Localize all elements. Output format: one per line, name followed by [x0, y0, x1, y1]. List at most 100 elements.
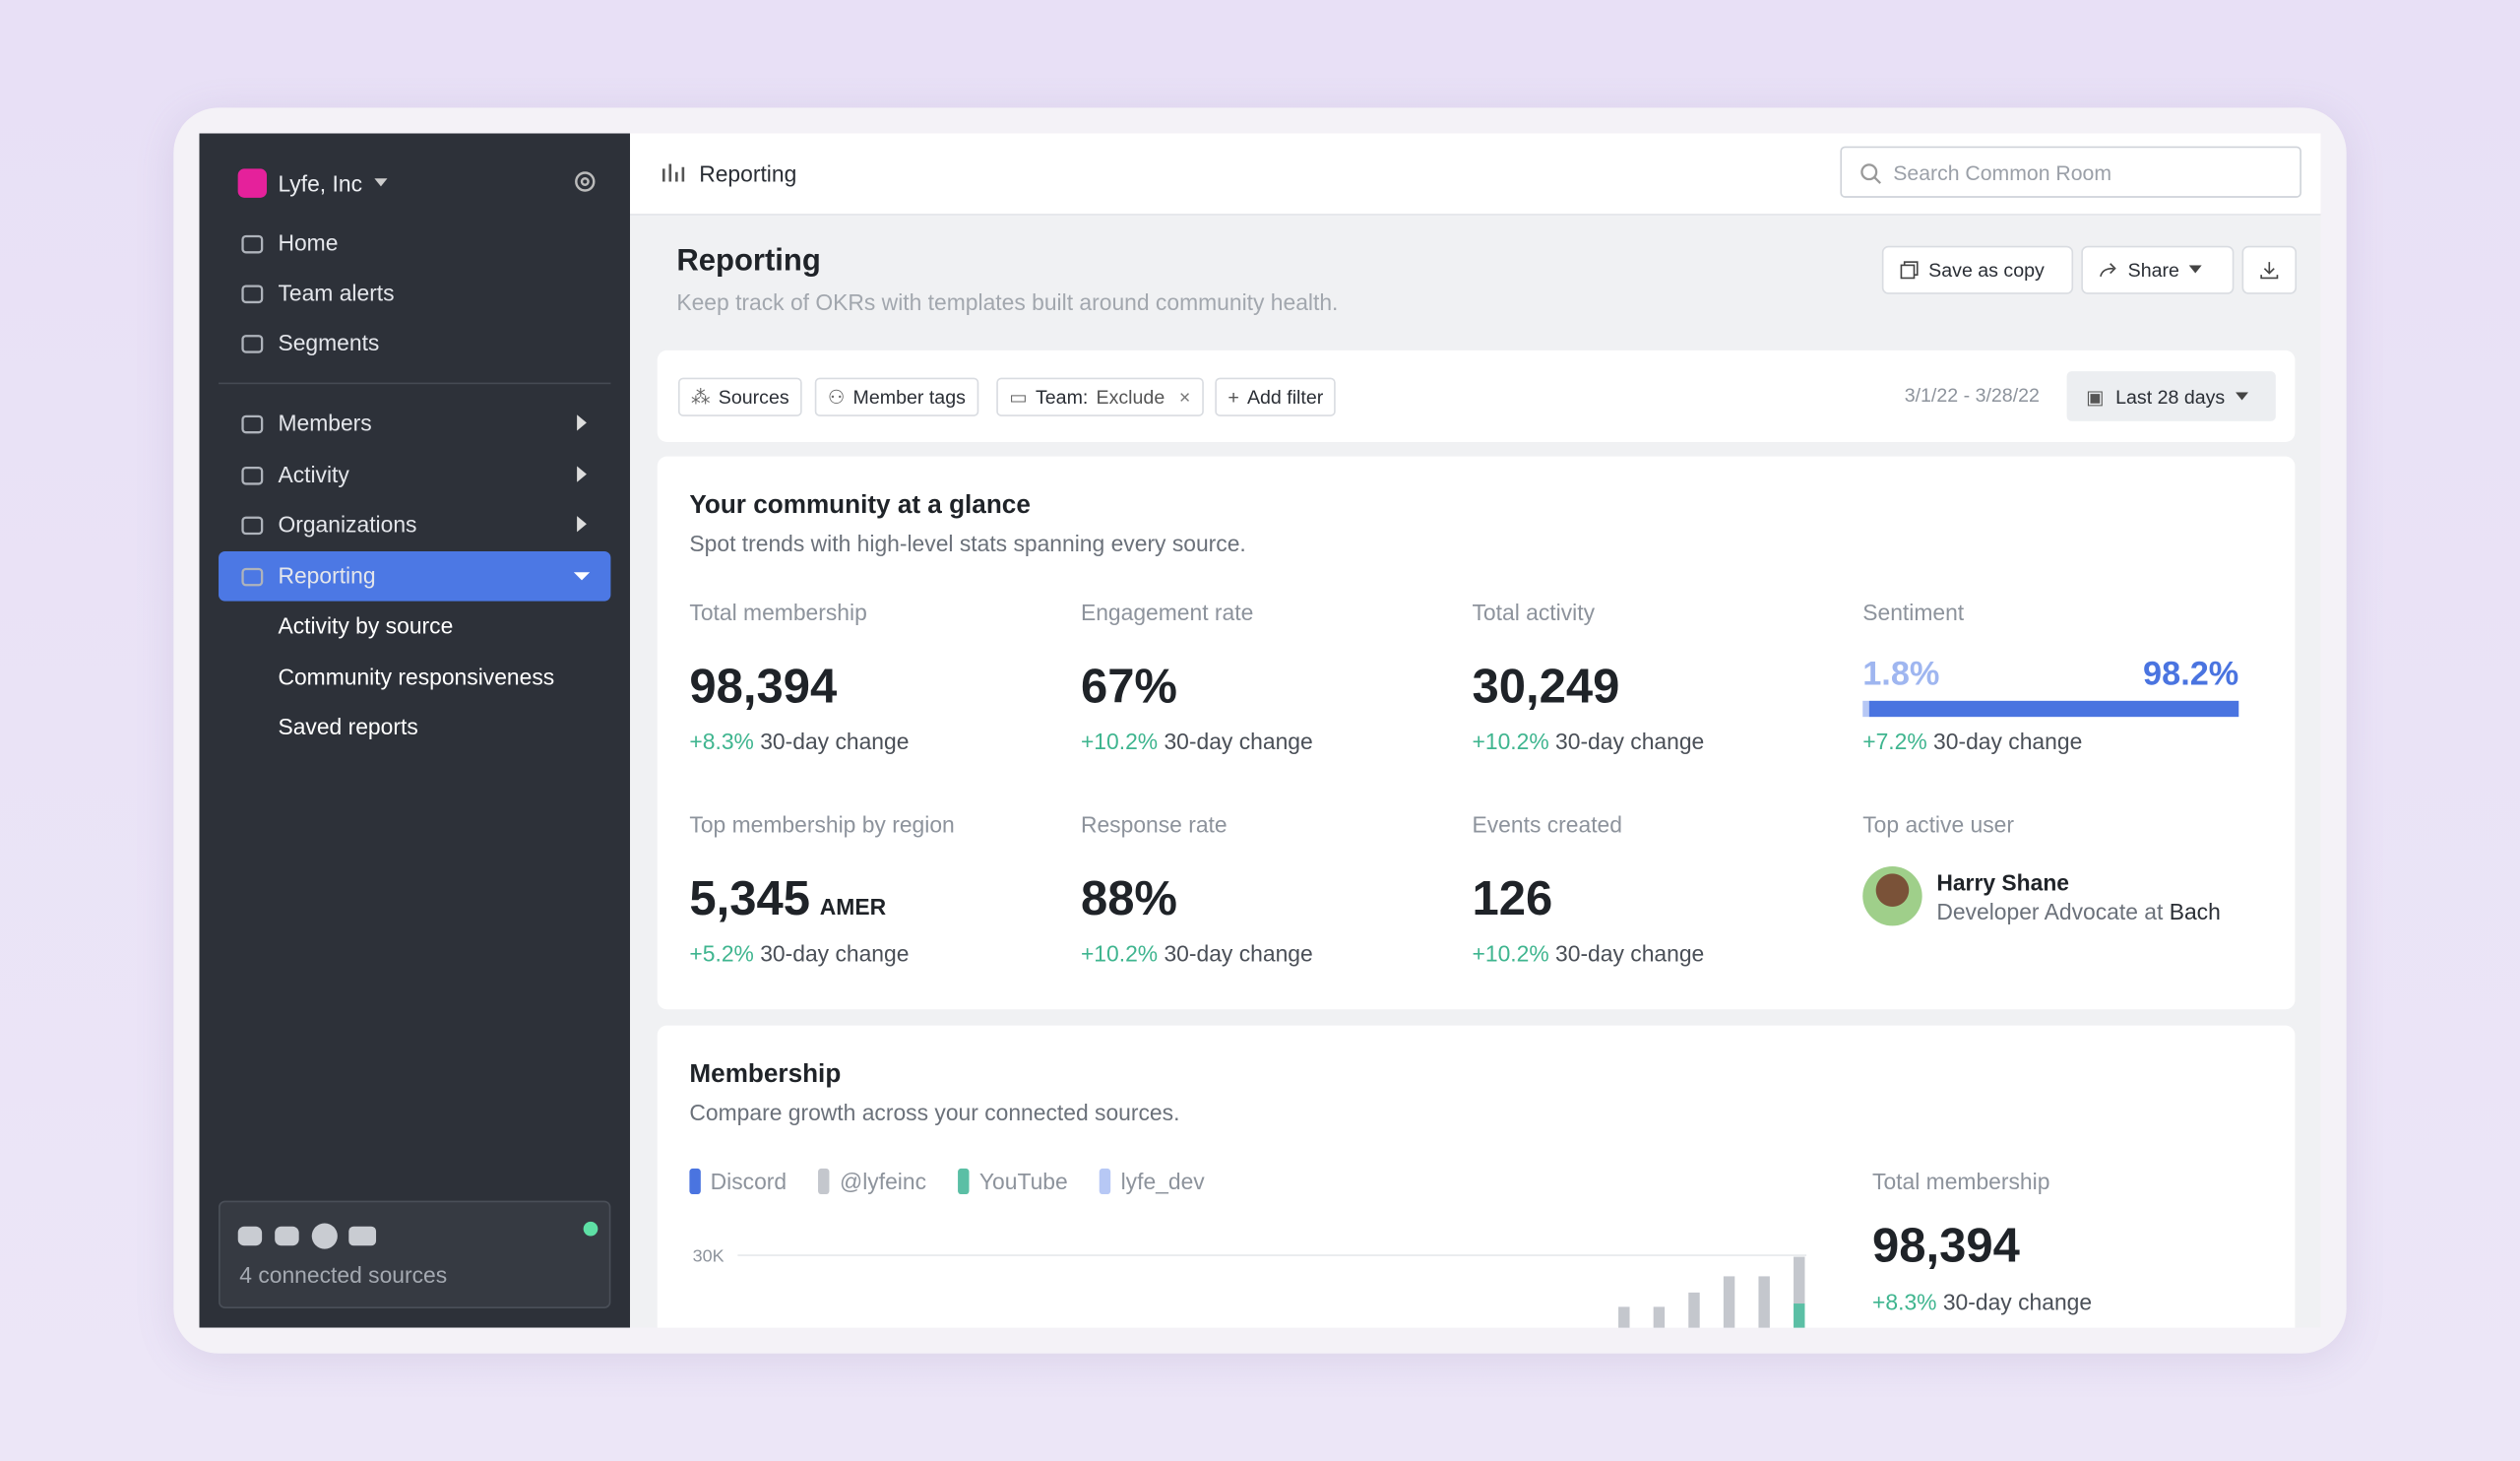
- legend-item[interactable]: Discord: [689, 1168, 787, 1195]
- download-icon: [2260, 262, 2279, 280]
- nav-icon: [241, 234, 264, 254]
- period-select[interactable]: ▣ Last 28 days: [2066, 371, 2276, 421]
- change-value: +8.3%: [689, 728, 754, 754]
- topbar: Reporting Search Common Room: [629, 133, 2321, 216]
- filter-chip[interactable]: ⁂ Sources: [677, 377, 802, 416]
- nav-item[interactable]: Team alerts: [278, 280, 395, 306]
- sources-count[interactable]: 4 connected sources: [239, 1261, 448, 1288]
- change-value: +10.2%: [1472, 728, 1549, 754]
- org-logo: [237, 168, 268, 198]
- chip-label: Member tags: [852, 385, 966, 409]
- card-title: Membership: [689, 1060, 842, 1089]
- stat-change: +5.2% 30-day change: [689, 940, 909, 966]
- stat-change: +7.2% 30-day change: [1862, 729, 2082, 754]
- caret: [2236, 391, 2249, 400]
- user-role: Developer Advocate at Bach: [1936, 899, 2220, 924]
- subnav-item[interactable]: Community responsiveness: [278, 663, 555, 689]
- stat-label: Total activity: [1472, 599, 1595, 626]
- team-filter[interactable]: ▭ Team: Exclude ×: [996, 377, 1204, 416]
- nav-item[interactable]: Organizations: [278, 511, 417, 538]
- chip-label: Team:: [1035, 385, 1089, 409]
- value: 30,249: [1472, 661, 1620, 714]
- bar: [1723, 1276, 1735, 1328]
- settings-icon[interactable]: [572, 168, 598, 194]
- expand-arrow: [577, 414, 587, 431]
- stat-value: 98,394: [689, 661, 837, 716]
- stat-value: 67%: [1081, 661, 1177, 716]
- stat-value: 5,345 AMER: [689, 873, 886, 928]
- nav-icon: [241, 566, 264, 586]
- stat-change: +10.2% 30-day change: [1473, 940, 1705, 966]
- nav-item[interactable]: Segments: [278, 329, 380, 355]
- company: Bach: [2169, 898, 2221, 924]
- breadcrumb: Reporting: [699, 160, 797, 187]
- bar: [1758, 1276, 1770, 1328]
- nav-item[interactable]: Activity: [278, 460, 349, 486]
- source-icons: [237, 1223, 377, 1249]
- reporting-icon: [662, 163, 685, 182]
- stat-value: 30,249: [1473, 661, 1620, 716]
- status-dot: [583, 1221, 598, 1237]
- sentiment-negative: 1.8%: [1862, 656, 1940, 693]
- nav-icon: [241, 466, 264, 484]
- legend-item[interactable]: lyfe_dev: [1100, 1168, 1205, 1195]
- role: Developer Advocate at: [1936, 898, 2164, 924]
- chip-value: Exclude: [1096, 385, 1166, 409]
- value: 67%: [1080, 661, 1177, 714]
- stat-value: 98,394: [1872, 1220, 2020, 1274]
- bar: [1794, 1256, 1805, 1304]
- legend-item[interactable]: YouTube: [958, 1168, 1068, 1195]
- stat-value: 126: [1473, 873, 1553, 928]
- legend-label: @lyfeinc: [840, 1168, 927, 1195]
- user-name[interactable]: Harry Shane: [1936, 869, 2070, 896]
- stat-label: Response rate: [1080, 811, 1228, 838]
- change-value: +5.2%: [689, 940, 754, 967]
- add-filter[interactable]: + Add filter: [1215, 377, 1337, 416]
- nav-icon: [241, 335, 264, 353]
- change-note: 30-day change: [1933, 728, 2083, 754]
- download-button[interactable]: [2241, 245, 2298, 294]
- filter-chip[interactable]: ⚇ Member tags: [814, 377, 978, 416]
- filter-bar: ⁂ Sources ⚇ Member tags ▭ Team: Exclude × + Ad…: [657, 349, 2296, 442]
- stat-label: Total membership: [689, 599, 867, 626]
- subnav-item[interactable]: Activity by source: [278, 612, 454, 639]
- divider: [219, 382, 611, 385]
- legend-item[interactable]: @lyfeinc: [818, 1168, 927, 1195]
- change-value: +8.3%: [1872, 1289, 1937, 1315]
- nav-item[interactable]: Reporting: [278, 561, 376, 588]
- nav-item[interactable]: Home: [278, 229, 339, 256]
- change-note: 30-day change: [1164, 728, 1313, 754]
- stat-change: +8.3% 30-day change: [1872, 1289, 2092, 1314]
- legend-swatch: [689, 1168, 701, 1195]
- change-note: 30-day change: [1555, 940, 1705, 967]
- expand-arrow: [573, 571, 591, 580]
- share-icon: [2100, 263, 2116, 278]
- stat-label: Sentiment: [1862, 599, 1965, 626]
- stat-label: Events created: [1472, 811, 1622, 838]
- button-label: Share: [2127, 258, 2179, 282]
- stat-label: Total membership: [1872, 1168, 2050, 1195]
- change-note: 30-day change: [760, 940, 910, 967]
- search-placeholder: Search Common Room: [1893, 160, 2112, 185]
- share-button[interactable]: Share: [2081, 245, 2235, 294]
- stat-change: +10.2% 30-day change: [1081, 940, 1313, 966]
- bar: [1794, 1303, 1805, 1328]
- caret: [2188, 265, 2202, 274]
- stat-change: +10.2% 30-day change: [1081, 729, 1313, 754]
- org-name[interactable]: Lyfe, Inc: [278, 170, 363, 197]
- glance-card: Your community at a glance Spot trends w…: [657, 456, 2296, 1010]
- page-title: Reporting: [676, 244, 821, 279]
- sentiment-bar: [1862, 700, 2239, 718]
- bar: [1688, 1292, 1700, 1328]
- nav-item[interactable]: Members: [278, 410, 372, 436]
- nav-icon: [241, 285, 264, 304]
- search-icon: [1860, 163, 1882, 184]
- search-box[interactable]: Search Common Room: [1840, 146, 2301, 198]
- subnav-item[interactable]: Saved reports: [278, 713, 418, 740]
- caret: [374, 178, 388, 187]
- legend-swatch: [1100, 1168, 1111, 1195]
- save-copy-button[interactable]: Save as copy: [1881, 245, 2074, 294]
- legend-label: YouTube: [978, 1168, 1068, 1195]
